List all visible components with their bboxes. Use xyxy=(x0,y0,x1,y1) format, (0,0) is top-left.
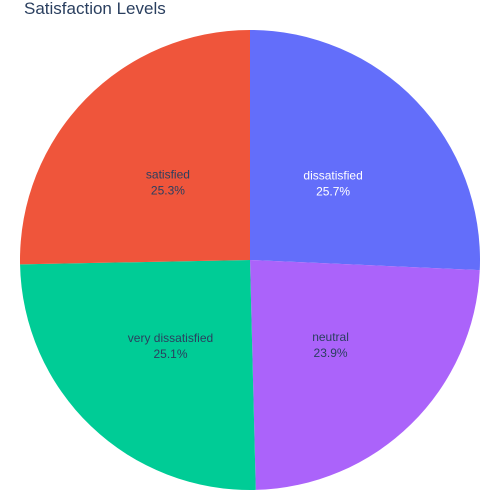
slice-percent-very-dissatisfied: 25.1% xyxy=(153,347,187,361)
slice-label-satisfied: satisfied xyxy=(146,167,190,181)
pie-slice-very-dissatisfied[interactable] xyxy=(20,260,256,490)
slice-percent-dissatisfied: 25.7% xyxy=(316,184,350,198)
slice-label-dissatisfied: dissatisfied xyxy=(303,168,362,182)
slice-label-very-dissatisfied: very dissatisfied xyxy=(128,331,213,345)
chart-title: Satisfaction Levels xyxy=(24,0,166,18)
slice-percent-neutral: 23.9% xyxy=(314,346,348,360)
slice-label-neutral: neutral xyxy=(312,330,349,344)
slice-percent-satisfied: 25.3% xyxy=(151,183,185,197)
pie-slice-neutral[interactable] xyxy=(250,260,480,490)
pie-slice-satisfied[interactable] xyxy=(20,30,251,265)
pie-slice-dissatisfied[interactable] xyxy=(250,30,481,271)
